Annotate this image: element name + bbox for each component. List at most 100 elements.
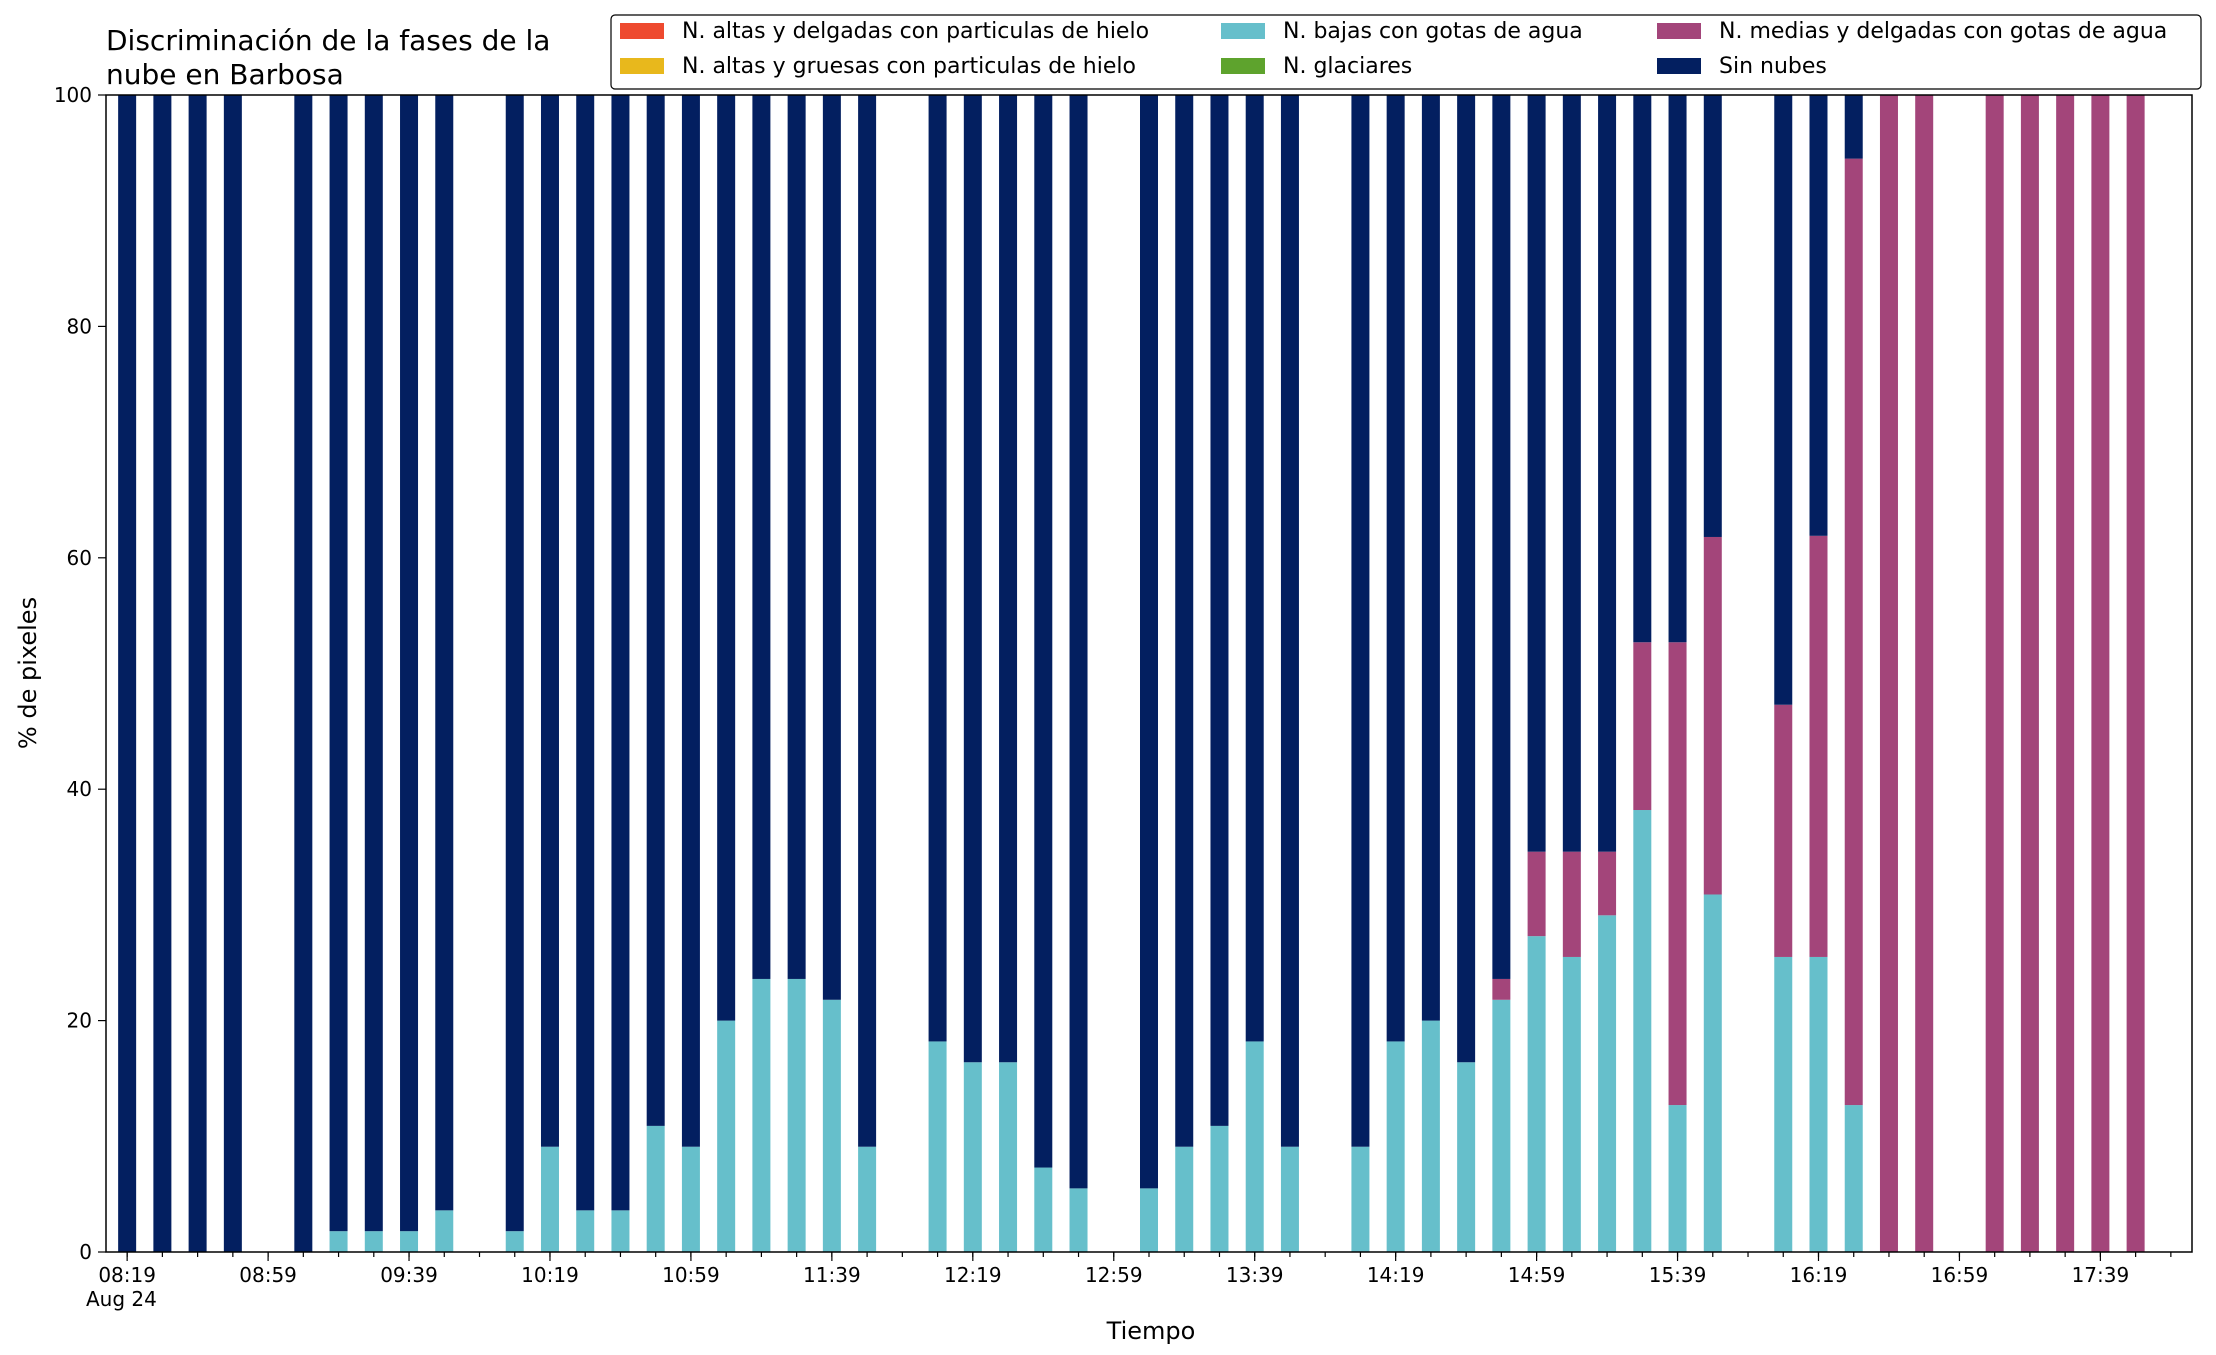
bar-segment-2-1129 [787, 978, 806, 1252]
bar-segment-4-1619 [1809, 535, 1828, 957]
bar-segment-2-1609 [1774, 956, 1793, 1252]
bar-segment-5-1629 [1844, 95, 1863, 159]
x-tick-label: 09:39 [380, 1263, 438, 1287]
bar-segment-2-1629 [1844, 1105, 1863, 1252]
bar-segment-4-1549 [1703, 536, 1722, 895]
legend-swatch-4 [1657, 23, 1701, 39]
x-tick-label: 14:59 [1508, 1263, 1566, 1287]
bar-segment-5-1009 [505, 95, 524, 1232]
bar-segment-5-1319 [1175, 95, 1194, 1147]
bar-segment-5-0829 [153, 95, 172, 1252]
x-tick-label: 14:19 [1367, 1263, 1425, 1287]
legend-frame [610, 14, 2202, 90]
legend-label-1: N. altas y gruesas con particulas de hie… [682, 54, 1136, 79]
bar-segment-2-1109 [717, 1020, 736, 1252]
bar-segment-5-0849 [223, 95, 242, 1252]
bar-segment-5-1049 [646, 95, 665, 1126]
bar-segment-4-1639 [1879, 95, 1898, 1252]
bar-segment-5-1349 [1280, 95, 1299, 1147]
bar-segment-4-1749 [2126, 95, 2145, 1252]
bar-segment-5-1119 [752, 95, 771, 979]
bar-segment-5-1019 [540, 95, 559, 1147]
bar-segment-5-1539 [1668, 95, 1687, 643]
bar-segment-5-1439 [1457, 95, 1476, 1063]
bar-segment-5-0909 [294, 95, 313, 1252]
bar-segment-2-1549 [1703, 894, 1722, 1252]
x-tick-label: 11:39 [803, 1263, 861, 1287]
bar-segment-2-1329 [1210, 1125, 1229, 1252]
bar-segment-2-0949 [435, 1210, 454, 1252]
bar-segment-4-1529 [1633, 642, 1652, 811]
bar-segment-2-1619 [1809, 956, 1828, 1252]
bar-segment-2-1249 [1069, 1188, 1088, 1252]
bar-segment-2-1509 [1562, 956, 1581, 1252]
bar-segment-2-1219 [963, 1062, 982, 1252]
bar-segment-2-1029 [576, 1210, 595, 1252]
bar-segment-2-1319 [1175, 1146, 1194, 1252]
bar-segment-5-1429 [1421, 95, 1440, 1021]
x-tick-label: 08:19 [98, 1263, 156, 1287]
bar-segment-2-1529 [1633, 810, 1652, 1252]
x-tick-label: 10:59 [662, 1263, 720, 1287]
bar-segment-5-1409 [1351, 95, 1370, 1147]
bar-segment-4-1649 [1915, 95, 1934, 1252]
bar-segment-4-1729 [2056, 95, 2075, 1252]
bar-segment-2-1429 [1421, 1020, 1440, 1252]
legend-swatch-2 [1221, 23, 1265, 39]
bar-segment-5-1209 [928, 95, 947, 1042]
bars-layer [118, 95, 2145, 1252]
y-tick-label: 100 [54, 83, 92, 107]
bar-segment-2-0939 [400, 1231, 419, 1252]
bar-segment-5-1059 [681, 95, 700, 1147]
x-tick-label: 08:59 [239, 1263, 297, 1287]
bar-segment-5-1249 [1069, 95, 1088, 1189]
bar-segment-2-1409 [1351, 1146, 1370, 1252]
bar-segment-5-0939 [400, 95, 419, 1232]
bar-segment-5-1229 [999, 95, 1018, 1063]
bar-segment-5-1219 [963, 95, 982, 1063]
plot-frame [105, 94, 2193, 1253]
bar-segment-2-1229 [999, 1062, 1018, 1252]
x-tick-label: 13:39 [1226, 1263, 1284, 1287]
x-tick-label: 16:59 [1931, 1263, 1989, 1287]
bar-segment-2-1049 [646, 1125, 665, 1252]
legend: N. altas y delgadas con particulas de hi… [610, 14, 2202, 90]
bar-segment-5-0819 [118, 95, 137, 1252]
y-axis-ticks: 0 20 40 60 80 100 [54, 83, 106, 1264]
y-tick-label: 80 [67, 314, 92, 338]
bar-segment-2-1019 [540, 1146, 559, 1252]
bar-segment-5-1109 [717, 95, 736, 1021]
x-tick-label: 16:19 [1790, 1263, 1848, 1287]
legend-swatch-0 [620, 23, 664, 39]
bar-segment-5-1309 [1140, 95, 1158, 1189]
y-tick-label: 40 [67, 777, 92, 801]
bar-segment-4-1629 [1844, 158, 1863, 1106]
bar-segment-2-1419 [1386, 1041, 1405, 1252]
bar-segment-2-1149 [858, 1146, 877, 1252]
bar-segment-2-1539 [1668, 1105, 1687, 1252]
bar-segment-5-1419 [1386, 95, 1405, 1042]
bar-segment-5-1619 [1809, 95, 1828, 536]
bar-segment-5-1129 [787, 95, 806, 979]
bar-segment-2-1139 [822, 999, 841, 1252]
bar-segment-5-0929 [364, 95, 383, 1232]
bar-segment-2-1209 [928, 1041, 947, 1252]
bar-segment-5-0919 [329, 95, 348, 1232]
y-axis-label: % de pixeles [14, 597, 42, 749]
x-tick-label: 12:59 [1085, 1263, 1143, 1287]
x-tick-label: 12:19 [944, 1263, 1002, 1287]
bar-segment-2-0929 [364, 1231, 383, 1252]
legend-label-5: Sin nubes [1719, 54, 1827, 79]
bar-segment-2-1309 [1140, 1188, 1158, 1252]
x-axis-label: Tiempo [1106, 1317, 1196, 1345]
bar-segment-5-1339 [1245, 95, 1264, 1042]
bar-segment-2-1119 [752, 978, 771, 1252]
bar-segment-4-1519 [1598, 851, 1617, 916]
bar-segment-5-0839 [188, 95, 207, 1252]
bar-segment-4-1709 [1985, 95, 2004, 1252]
bar-segment-5-1609 [1774, 95, 1793, 705]
bar-segment-2-1059 [681, 1146, 700, 1252]
bar-segment-2-1009 [505, 1231, 524, 1252]
bar-segment-5-1039 [611, 95, 630, 1211]
